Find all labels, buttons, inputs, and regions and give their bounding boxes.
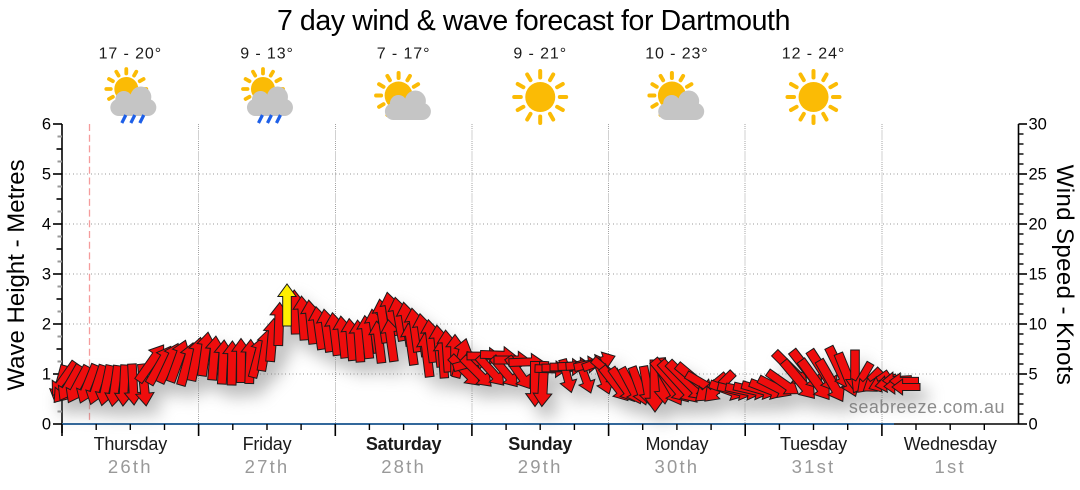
svg-text:Wednesday: Wednesday — [904, 434, 997, 454]
svg-text:Wave Height - Metres: Wave Height - Metres — [3, 159, 30, 390]
svg-text:26th: 26th — [108, 456, 153, 477]
svg-text:Friday: Friday — [243, 434, 292, 454]
svg-text:15: 15 — [1029, 266, 1047, 284]
svg-text:3: 3 — [42, 266, 51, 284]
svg-text:20: 20 — [1029, 216, 1047, 234]
svg-text:31st: 31st — [792, 456, 836, 477]
svg-text:29th: 29th — [518, 456, 563, 477]
svg-text:5: 5 — [1029, 366, 1038, 384]
svg-text:seabreeze.com.au: seabreeze.com.au — [849, 397, 1005, 417]
svg-text:Thursday: Thursday — [94, 434, 168, 454]
svg-text:25: 25 — [1029, 166, 1047, 184]
svg-text:30: 30 — [1029, 116, 1047, 134]
svg-text:7 - 17°: 7 - 17° — [377, 46, 431, 63]
svg-text:10 - 23°: 10 - 23° — [645, 46, 708, 63]
svg-text:Monday: Monday — [645, 434, 708, 454]
svg-text:7 day wind & wave forecast for: 7 day wind & wave forecast for Dartmouth — [277, 5, 790, 37]
svg-text:17 - 20°: 17 - 20° — [99, 46, 162, 63]
svg-text:30th: 30th — [654, 456, 699, 477]
svg-text:0: 0 — [1029, 416, 1038, 434]
svg-text:28th: 28th — [381, 456, 426, 477]
svg-text:9 - 21°: 9 - 21° — [513, 46, 567, 63]
svg-text:Sunday: Sunday — [508, 434, 572, 454]
svg-text:5: 5 — [42, 166, 51, 184]
svg-text:1st: 1st — [935, 456, 966, 477]
svg-text:1: 1 — [42, 366, 51, 384]
svg-text:6: 6 — [42, 116, 51, 134]
svg-text:Saturday: Saturday — [366, 434, 442, 454]
svg-text:10: 10 — [1029, 316, 1047, 334]
svg-text:27th: 27th — [245, 456, 290, 477]
svg-text:9 - 13°: 9 - 13° — [240, 46, 294, 63]
svg-text:0: 0 — [42, 416, 51, 434]
svg-text:Wind Speed - Knots: Wind Speed - Knots — [1051, 165, 1078, 386]
svg-text:4: 4 — [42, 216, 51, 234]
svg-text:Tuesday: Tuesday — [780, 434, 847, 454]
svg-text:12 - 24°: 12 - 24° — [782, 46, 845, 63]
svg-text:2: 2 — [42, 316, 51, 334]
